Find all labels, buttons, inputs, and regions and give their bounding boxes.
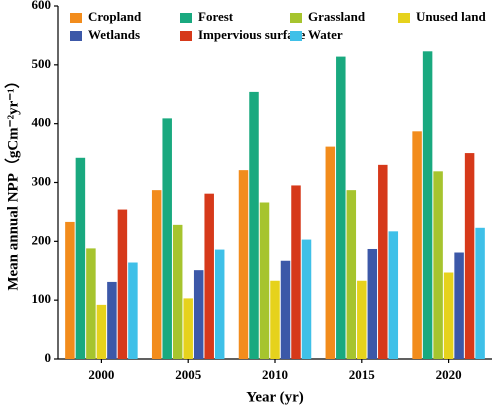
legend-label: Water <box>308 27 343 42</box>
legend-swatch <box>180 31 192 41</box>
bar <box>433 171 443 359</box>
bar <box>422 51 433 359</box>
legend-label: Wetlands <box>88 27 140 42</box>
bar <box>86 248 96 359</box>
bar <box>475 227 485 359</box>
bar <box>280 260 291 359</box>
y-tick-label: 0 <box>45 350 52 365</box>
bar <box>75 157 86 359</box>
legend-label: Cropland <box>88 9 142 24</box>
bar <box>336 56 346 359</box>
bar <box>151 190 162 359</box>
y-tick-label: 500 <box>32 56 52 71</box>
bar <box>443 272 454 359</box>
x-tick-label: 2015 <box>349 367 376 382</box>
legend-swatch <box>180 13 192 23</box>
bar <box>204 193 214 359</box>
bar <box>107 281 117 359</box>
x-tick-label: 2020 <box>436 367 462 382</box>
bar <box>454 252 464 359</box>
legend-swatch <box>70 31 82 41</box>
y-tick-label: 600 <box>32 0 52 12</box>
bar <box>346 190 357 359</box>
legend-swatch <box>398 13 410 23</box>
bar <box>214 249 225 359</box>
legend-swatch <box>70 13 82 23</box>
bar <box>357 280 367 359</box>
bar <box>238 170 249 359</box>
legend-label: Forest <box>198 9 234 24</box>
y-tick-label: 100 <box>32 291 52 306</box>
bar <box>412 131 422 359</box>
x-tick-label: 2005 <box>175 367 202 382</box>
y-tick-label: 200 <box>32 232 52 247</box>
bar <box>259 202 270 359</box>
bar <box>183 298 193 359</box>
bar <box>270 280 280 359</box>
bar <box>464 153 475 359</box>
bar <box>162 118 172 359</box>
bar <box>301 239 312 359</box>
x-tick-label: 2010 <box>262 367 288 382</box>
legend-label: Grassland <box>308 9 366 24</box>
bar <box>193 270 204 359</box>
bar <box>325 146 336 359</box>
legend-label: Unused land <box>416 9 486 24</box>
bar <box>367 248 378 359</box>
x-tick-label: 2000 <box>88 367 114 382</box>
bar <box>378 164 388 359</box>
bar <box>65 221 75 359</box>
bar <box>291 185 301 359</box>
bar <box>96 304 107 359</box>
bar <box>172 224 183 359</box>
bar <box>388 231 399 359</box>
y-tick-label: 400 <box>32 115 52 130</box>
bar <box>117 209 128 359</box>
bar <box>128 262 138 359</box>
y-tick-label: 300 <box>32 173 52 188</box>
legend-swatch <box>290 13 302 23</box>
x-axis-label: Year (yr) <box>246 389 304 405</box>
legend-swatch <box>290 31 302 41</box>
bar <box>249 91 259 359</box>
legend-label: Impervious surface <box>198 27 305 42</box>
y-axis-label: Mean annual NPP（gCm⁻²yr⁻¹） <box>3 73 21 290</box>
